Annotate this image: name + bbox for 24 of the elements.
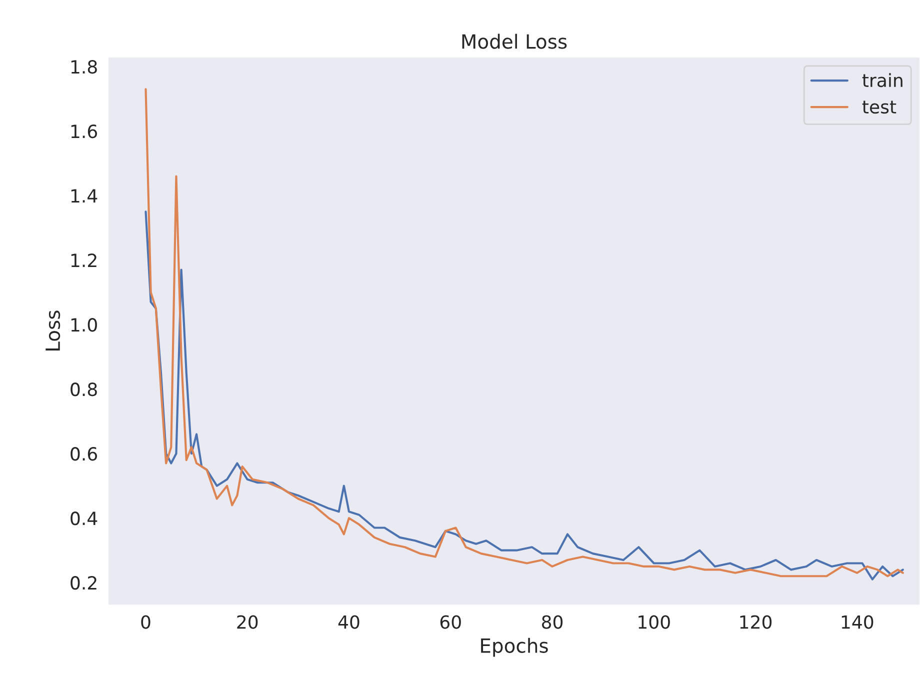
y-tick-label: 1.4 bbox=[71, 189, 98, 202]
y-tick-label: 1.2 bbox=[71, 254, 96, 267]
x-axis-title: Epochs bbox=[481, 638, 548, 657]
y-tick-label: 0.6 bbox=[70, 447, 98, 461]
x-tick-label: 100 bbox=[638, 615, 670, 629]
line-series bbox=[144, 210, 904, 580]
x-tick-label: 20 bbox=[237, 615, 258, 629]
y-tick-label: 0.2 bbox=[70, 576, 96, 590]
y-tick-label: 1.8 bbox=[71, 60, 97, 74]
chart-title: Model Loss bbox=[462, 34, 567, 49]
y-tick-label: 0.4 bbox=[70, 512, 98, 526]
legend-label: test bbox=[862, 100, 896, 114]
y-tick-label: 0.8 bbox=[70, 382, 97, 396]
x-tick-label: 120 bbox=[740, 615, 772, 629]
y-axis-title: Loss bbox=[46, 310, 60, 350]
y-tick-label: 1.6 bbox=[71, 124, 98, 138]
x-tick-label: 60 bbox=[440, 615, 461, 629]
y-tick-label: 1.0 bbox=[71, 318, 97, 332]
x-tick-label: 140 bbox=[842, 615, 874, 629]
legend-label: train bbox=[862, 73, 902, 88]
line-series bbox=[144, 88, 904, 578]
x-tick-label: 0 bbox=[141, 615, 150, 629]
x-tick-label: 40 bbox=[338, 615, 360, 629]
x-tick-label: 80 bbox=[542, 615, 563, 629]
